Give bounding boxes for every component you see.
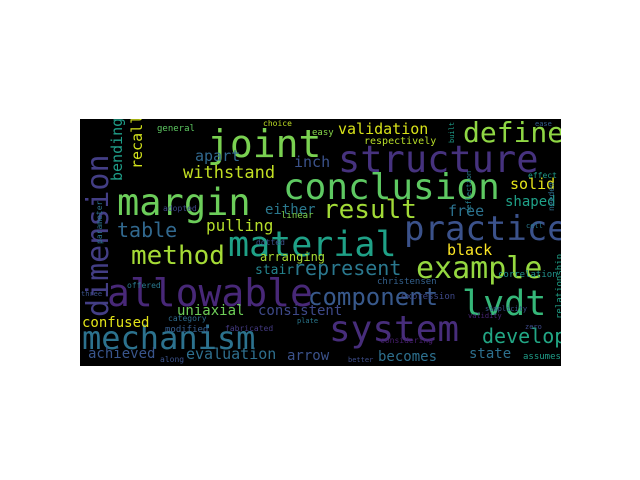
word-system: system: [329, 309, 460, 350]
word-arranging: arranging: [260, 250, 326, 264]
word-becomes: becomes: [378, 349, 438, 365]
word-deflection: deflection: [465, 170, 473, 213]
word-better: better: [348, 356, 374, 364]
word-method: method: [131, 241, 225, 271]
word-relationship: relationship: [555, 253, 561, 319]
word-pulling: pulling: [206, 216, 274, 235]
word-correlation: correlation: [498, 270, 558, 280]
word-black: black: [447, 241, 493, 259]
word-represent: represent: [293, 256, 402, 280]
word-plate: plate: [297, 317, 319, 325]
word-margin: margin: [117, 181, 251, 224]
word-assumes: assumes: [523, 352, 561, 362]
word-category: category: [168, 314, 207, 323]
word-respectively: respectively: [364, 136, 437, 147]
word-component: component: [308, 283, 439, 311]
word-mechanism: mechanism: [82, 319, 256, 357]
word-state: state: [469, 346, 512, 362]
word-define: define: [463, 119, 561, 149]
word-achieved: achieved: [88, 346, 156, 362]
word-lvdt: lvdt: [462, 284, 547, 324]
word-expression: expression: [401, 292, 456, 302]
word-conclusion: conclusion: [283, 167, 500, 208]
word-confused: confused: [82, 315, 150, 331]
word-bending: bending: [108, 119, 126, 181]
word-linear: linear: [281, 211, 314, 221]
word-ease: ease: [535, 120, 552, 128]
word-dotted: dotted: [256, 238, 285, 247]
word-joint: joint: [207, 122, 322, 166]
word-table: table: [117, 218, 178, 242]
word-solid: solid: [510, 175, 556, 193]
word-choice: choice: [263, 119, 292, 128]
word-result: result: [323, 195, 417, 225]
word-effect: effect: [528, 171, 557, 180]
word-built: built: [448, 121, 456, 143]
word-practice: practice: [404, 209, 561, 249]
word-develop: develop: [482, 324, 561, 348]
word-uniaxial: uniaxial: [177, 303, 245, 319]
word-considering: considering: [380, 336, 433, 345]
word-allowable: allowable: [107, 271, 313, 315]
word-stair: stair: [255, 263, 295, 278]
word-validity: validity: [468, 312, 502, 320]
word-validation: validation: [338, 120, 429, 138]
word-easy: easy: [312, 128, 334, 138]
word-inch: inch: [294, 153, 331, 171]
word-general: general: [157, 124, 195, 134]
word-christensen: christensen: [377, 277, 437, 287]
word-withstand: withstand: [183, 163, 276, 183]
word-fabricated: fabricated: [225, 324, 274, 333]
word-evaluation: evaluation: [186, 345, 277, 363]
word-apart: apart: [195, 147, 241, 165]
word-adopted: adopted: [163, 204, 197, 213]
word-recall: recall: [128, 119, 146, 169]
word-material: material: [228, 225, 397, 265]
word-cell: cell: [526, 222, 543, 230]
word-either: either: [265, 202, 316, 218]
word-arrow: arrow: [287, 348, 330, 364]
word-offered: offered: [127, 281, 161, 290]
word-needed: needed: [547, 182, 556, 211]
word-three: three: [81, 290, 103, 298]
word-structure: structure: [338, 138, 539, 181]
word-parameter: parameter: [95, 200, 104, 244]
word-cloud: structure conclusion joint margin materi…: [80, 119, 561, 366]
word-consistent: consistent: [258, 303, 343, 319]
word-example: example: [416, 251, 543, 286]
word-along: along: [160, 355, 185, 364]
word-zero: zero: [525, 323, 542, 331]
word-simplicity: simplicity: [485, 305, 528, 313]
word-shaped: shaped: [505, 194, 556, 210]
word-modified: modified: [165, 325, 209, 335]
word-free: free: [448, 202, 485, 220]
